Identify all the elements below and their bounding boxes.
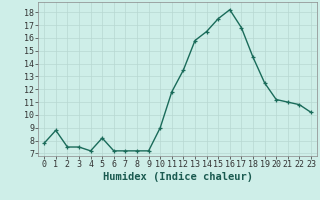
X-axis label: Humidex (Indice chaleur): Humidex (Indice chaleur) [103, 172, 252, 182]
